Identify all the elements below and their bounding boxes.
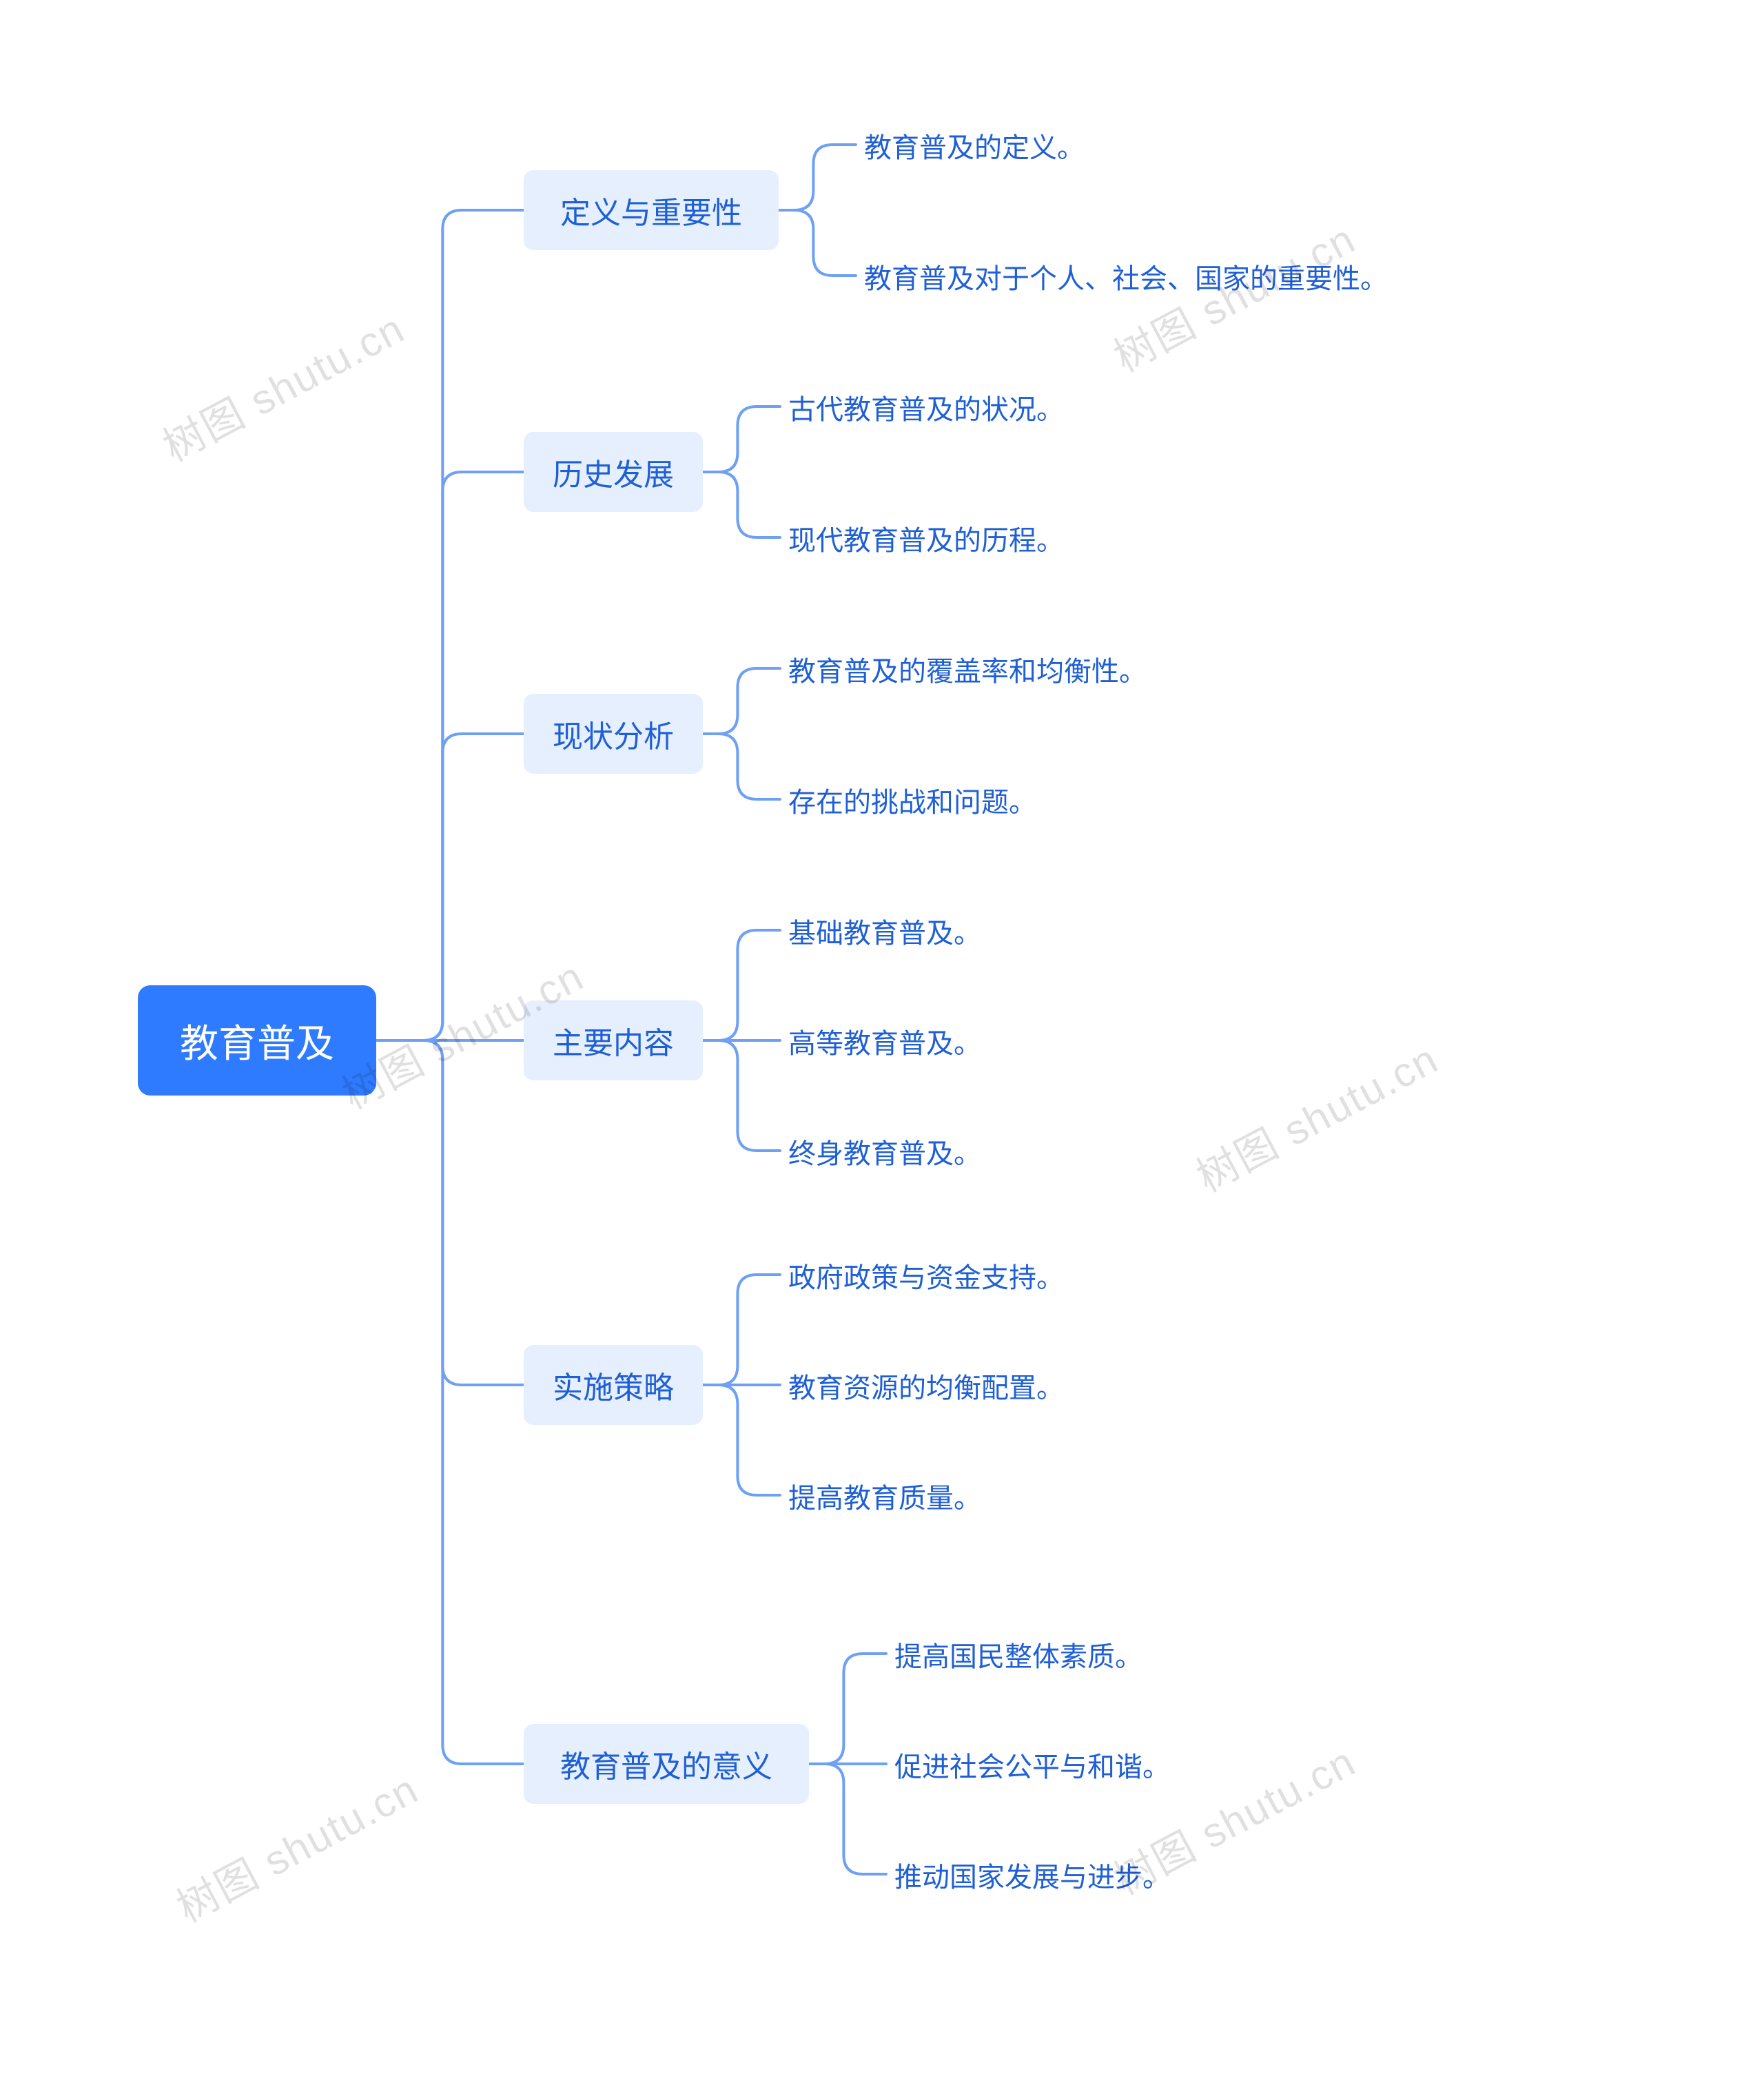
- leaf-b3-1: 存在的挑战和问题。: [788, 780, 1036, 820]
- leaf-b6-1: 促进社会公平与和谐。: [894, 1745, 1170, 1785]
- branch-b2: 历史发展: [524, 432, 703, 512]
- watermark: 树图 shutu.cn: [165, 1756, 427, 1934]
- leaf-b6-2: 推动国家发展与进步。: [894, 1855, 1170, 1895]
- branch-b6: 教育普及的意义: [524, 1724, 809, 1804]
- branch-b4: 主要内容: [524, 1000, 703, 1080]
- leaf-b6-0: 提高国民整体素质。: [894, 1634, 1142, 1674]
- branch-b3: 现状分析: [524, 694, 703, 774]
- leaf-b4-1: 高等教育普及。: [788, 1021, 981, 1061]
- leaf-b4-0: 基础教育普及。: [788, 911, 981, 951]
- leaf-b1-0: 教育普及的定义。: [864, 125, 1085, 165]
- leaf-b4-2: 终身教育普及。: [788, 1131, 981, 1171]
- leaf-b5-1: 教育资源的均衡配置。: [788, 1366, 1064, 1406]
- leaf-b2-0: 古代教育普及的状况。: [788, 387, 1064, 427]
- leaf-b3-0: 教育普及的覆盖率和均衡性。: [788, 649, 1147, 689]
- leaf-b5-0: 政府政策与资金支持。: [788, 1255, 1064, 1295]
- branch-b5: 实施策略: [524, 1345, 703, 1425]
- leaf-b1-1: 教育普及对于个人、社会、国家的重要性。: [864, 256, 1388, 296]
- root-node: 教育普及: [138, 985, 376, 1096]
- mindmap-canvas: 教育普及 定义与重要性 教育普及的定义。教育普及对于个人、社会、国家的重要性。历史发…: [0, 0, 1764, 2076]
- watermark: 树图 shutu.cn: [1184, 1026, 1447, 1204]
- branch-b1: 定义与重要性: [524, 170, 779, 250]
- watermark: 树图 shutu.cn: [151, 296, 413, 473]
- leaf-b5-2: 提高教育质量。: [788, 1476, 981, 1516]
- leaf-b2-1: 现代教育普及的历程。: [788, 518, 1064, 558]
